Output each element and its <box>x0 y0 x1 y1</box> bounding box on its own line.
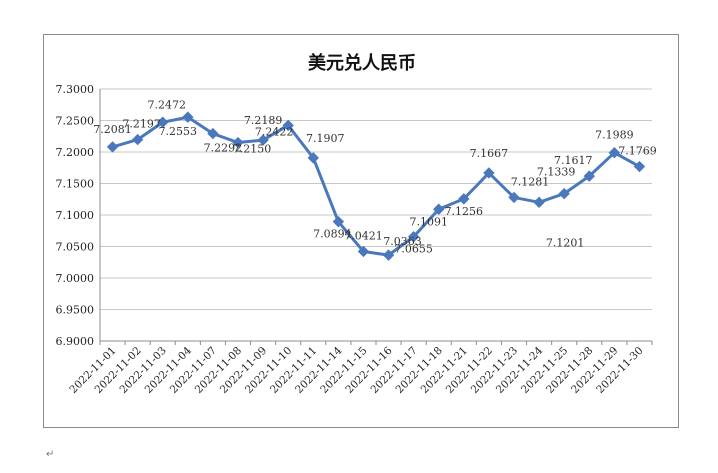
data-point <box>483 167 495 179</box>
y-tick-label: 7.3000 <box>56 83 95 96</box>
y-tick-label: 7.2500 <box>56 115 95 128</box>
data-point <box>458 193 470 205</box>
data-point <box>407 231 420 243</box>
data-point <box>207 127 219 140</box>
data-point <box>106 141 119 153</box>
data-label: 7.0363 <box>383 235 422 248</box>
y-tick-label: 7.2000 <box>56 146 95 159</box>
series-line <box>112 115 641 257</box>
data-point <box>157 116 169 128</box>
data-point <box>608 146 621 159</box>
y-tick-label: 7.1500 <box>56 178 95 191</box>
data-point <box>558 187 570 200</box>
data-label: 7.0894 <box>313 228 352 241</box>
data-label: 7.2197 <box>122 118 161 131</box>
axes <box>99 89 653 345</box>
data-point <box>583 170 595 182</box>
data-label: 7.2553 <box>159 125 198 138</box>
data-point <box>282 119 294 132</box>
chart-title: 美元兑人民币 <box>308 52 416 74</box>
y-tick-label: 7.0000 <box>56 272 95 285</box>
data-label: 7.0655 <box>394 243 433 256</box>
data-label: 7.2081 <box>93 123 132 136</box>
data-point <box>357 245 370 258</box>
data-label: 7.2422 <box>255 125 294 138</box>
data-label: 7.2150 <box>233 143 272 156</box>
data-label: 7.1907 <box>306 132 345 145</box>
data-point <box>257 134 269 146</box>
data-point <box>232 136 244 149</box>
data-label: 7.1339 <box>537 166 576 179</box>
data-label: 7.2292 <box>204 142 243 155</box>
data-label: 7.2472 <box>147 98 186 111</box>
data-label: 7.1281 <box>511 175 550 188</box>
data-point <box>307 152 319 164</box>
data-label: 7.1667 <box>470 147 509 160</box>
line-chart: 美元兑人民币 7.3000 7.2500 7.2000 7.1500 7.1000 7.0… <box>56 52 657 396</box>
y-tick-label: 6.9000 <box>56 335 95 348</box>
chart-frame: 美元兑人民币 7.3000 7.2500 7.2000 7.1500 7.1000 7.0… <box>43 34 679 428</box>
data-point <box>633 160 646 173</box>
y-tick-label: 7.1000 <box>56 209 95 222</box>
data-point <box>508 191 520 204</box>
data-label: 7.1617 <box>554 154 593 167</box>
data-label: 7.1989 <box>595 129 634 142</box>
data-label: 7.1256 <box>445 205 484 218</box>
x-axis-ticks: 2022-11-012022-11-022022-11-032022-11-04… <box>67 344 645 396</box>
data-point <box>131 133 144 146</box>
data-label: 7.1769 <box>618 145 657 158</box>
data-point <box>433 203 445 215</box>
y-tick-label: 6.9500 <box>56 304 95 317</box>
paragraph-return-mark: ↵ <box>46 449 55 460</box>
data-point <box>182 111 194 123</box>
data-label: 7.2189 <box>244 114 283 127</box>
data-label: 7.1091 <box>409 215 448 228</box>
data-point <box>332 215 345 228</box>
y-tick-label: 7.0500 <box>56 241 95 254</box>
data-label: 7.1201 <box>546 236 585 249</box>
y-axis-ticks: 7.3000 7.2500 7.2000 7.1500 7.1000 7.0500 7.00… <box>56 83 95 348</box>
data-label: 7.0421 <box>344 229 383 242</box>
series <box>106 111 646 261</box>
data-point <box>533 196 545 209</box>
data-point <box>382 249 395 261</box>
